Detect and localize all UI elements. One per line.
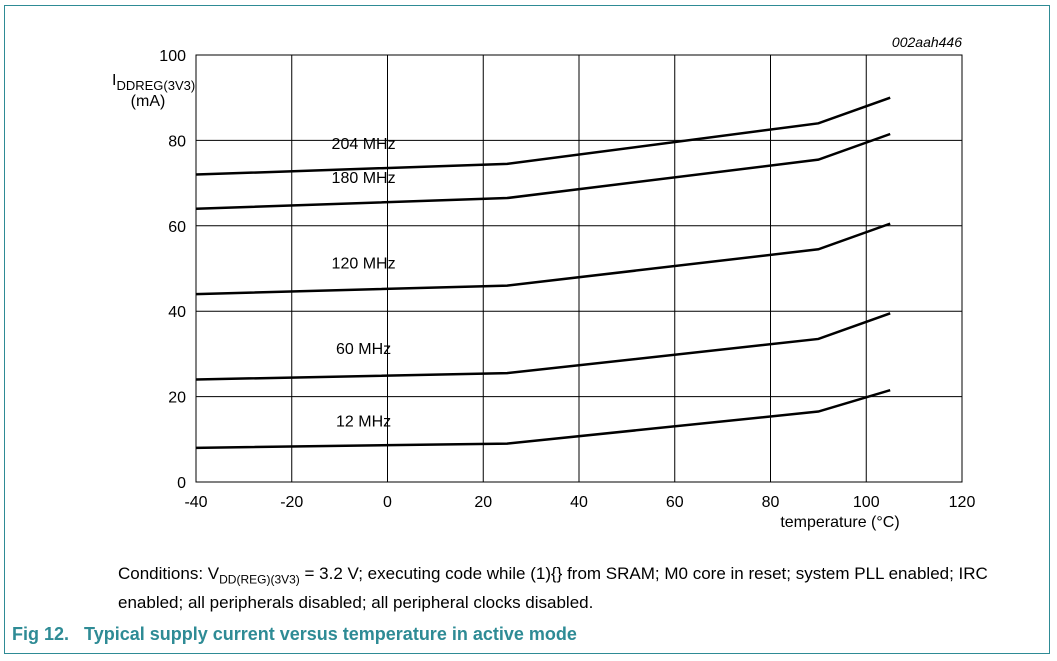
x-tick-label: 120 <box>949 494 976 511</box>
series-label: 204 MHz <box>332 136 396 153</box>
series-line-5 <box>195 388 891 450</box>
figure-title: Typical supply current versus temperatur… <box>84 624 577 644</box>
conditions-note: Conditions: VDD(REG)(3V3) = 3.2 V; execu… <box>118 562 1038 615</box>
y-tick-label: 40 <box>168 304 186 321</box>
x-tick-label: 20 <box>474 494 492 511</box>
x-tick-label: 100 <box>853 494 880 511</box>
series-label: 120 MHz <box>332 256 396 273</box>
y-tick-label: 60 <box>168 219 186 236</box>
series-line-4 <box>195 312 891 381</box>
figure-id: 002aah446 <box>892 34 962 50</box>
series-line-1 <box>195 96 891 176</box>
x-tick-label: 40 <box>570 494 588 511</box>
series-line-2 <box>195 132 891 210</box>
y-axis-label-sub: DDREG(3V3) <box>116 78 195 93</box>
plot-border <box>195 54 963 483</box>
y-axis-unit: (mA) <box>131 93 166 110</box>
x-tick-label: 60 <box>666 494 684 511</box>
conditions-subscript: DD(REG)(3V3) <box>219 572 300 587</box>
series-label: 180 MHz <box>332 170 396 187</box>
conditions-text: = 3.2 V; executing code while (1){} from… <box>118 564 988 613</box>
x-tick-label: 0 <box>383 494 392 511</box>
y-tick-label: 100 <box>159 48 186 65</box>
figure-caption: Fig 12. Typical supply current versus te… <box>12 624 577 645</box>
conditions-prefix: Conditions: V <box>118 564 220 583</box>
x-tick-label: 80 <box>762 494 780 511</box>
y-tick-label: 80 <box>168 133 186 150</box>
series-label: 60 MHz <box>336 341 391 358</box>
y-axis-label-main: I <box>112 72 116 89</box>
y-tick-label: 0 <box>177 475 186 492</box>
series-line-3 <box>195 222 891 296</box>
x-axis-label: temperature (°C) <box>780 514 899 531</box>
y-axis-label: IDDREG(3V3) <box>112 72 195 93</box>
figure-frame <box>4 5 1050 654</box>
y-tick-label: 20 <box>168 390 186 407</box>
x-tick-label: -40 <box>184 494 207 511</box>
figure-number: Fig 12. <box>12 624 70 644</box>
series-label: 12 MHz <box>336 413 391 430</box>
x-tick-label: -20 <box>280 494 303 511</box>
chart: -40 -20 0 20 40 60 80 100 120 0 20 40 60 80 100 002aah4… <box>112 34 976 531</box>
